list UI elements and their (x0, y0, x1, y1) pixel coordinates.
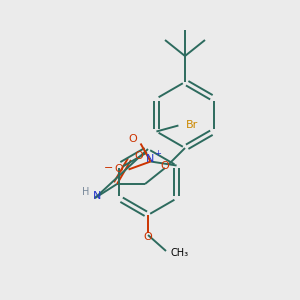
Text: N: N (146, 154, 154, 164)
Text: −: − (104, 163, 113, 172)
Text: O: O (114, 164, 123, 175)
Text: O: O (144, 232, 152, 242)
Text: Br: Br (186, 119, 199, 130)
Text: +: + (154, 149, 161, 158)
Text: N: N (93, 191, 101, 201)
Text: O: O (128, 134, 137, 145)
Text: O: O (135, 151, 143, 161)
Text: CH₃: CH₃ (171, 248, 189, 258)
Text: O: O (160, 161, 169, 171)
Text: H: H (82, 187, 90, 197)
